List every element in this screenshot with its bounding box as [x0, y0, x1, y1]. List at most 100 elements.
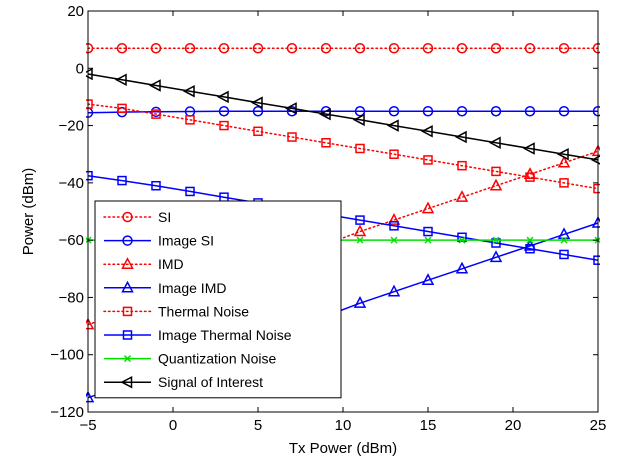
series-si: [86, 42, 600, 54]
legend-marker: [121, 257, 134, 269]
data-point: [184, 42, 196, 54]
data-point: [490, 42, 502, 54]
data-point: [389, 149, 399, 159]
data-point: [590, 155, 600, 165]
data-point: [387, 212, 401, 225]
data-point: [219, 120, 229, 131]
data-point: [355, 143, 365, 154]
series-line: [87, 103, 599, 190]
series-line: [87, 73, 599, 161]
data-point: [421, 273, 435, 285]
data-point: [488, 136, 501, 149]
data-point: [422, 106, 434, 117]
x-tick-label: 5: [254, 417, 262, 434]
data-point: [490, 106, 502, 117]
legend-marker: [122, 330, 133, 340]
data-point: [525, 243, 535, 254]
y-tick-label: −60: [59, 232, 84, 249]
data-point: [148, 79, 161, 92]
data-point: [185, 115, 195, 125]
data-point: [491, 238, 501, 248]
data-point: [354, 42, 366, 54]
x-tick-label: 10: [335, 417, 352, 434]
data-point: [320, 42, 332, 54]
data-point: [253, 126, 263, 137]
legend-box: [94, 200, 342, 399]
x-tick-label: 15: [420, 417, 437, 434]
data-point: [457, 160, 467, 171]
legend-marker: [122, 235, 133, 246]
y-tick-label: −20: [59, 118, 84, 135]
data-point: [557, 155, 571, 168]
data-point: [386, 119, 399, 132]
data-point: [559, 249, 569, 260]
legend-marker: [120, 375, 133, 389]
data-point: [321, 138, 331, 148]
data-point: [286, 42, 298, 54]
data-point: [388, 42, 400, 54]
data-point: [556, 147, 569, 161]
data-point: [287, 132, 297, 142]
series-signal-of-interest: [86, 67, 600, 165]
series-line: [87, 174, 599, 261]
data-point: [182, 84, 195, 98]
data-point: [522, 142, 535, 155]
y-tick-label: −80: [59, 289, 84, 306]
data-point: [252, 42, 264, 54]
data-point: [353, 224, 367, 237]
legend-label: IMD: [158, 256, 184, 272]
legend-label: Image Thermal Noise: [158, 327, 292, 343]
x-tick-label: 25: [590, 417, 607, 434]
data-point: [117, 103, 127, 114]
legend-label: Signal of Interest: [158, 374, 263, 390]
data-point: [455, 190, 469, 202]
data-point: [355, 215, 365, 225]
legend-marker: [123, 355, 132, 363]
data-point: [388, 106, 400, 117]
legend-label: Quantization Noise: [158, 351, 277, 367]
data-point: [525, 172, 535, 182]
data-point: [422, 42, 434, 54]
data-point: [86, 67, 93, 81]
data-point: [558, 42, 570, 54]
data-point: [524, 42, 536, 54]
data-point: [492, 236, 500, 244]
x-tick-label: −5: [79, 417, 96, 434]
data-point: [421, 201, 435, 214]
data-point: [557, 227, 571, 240]
legend-label: Image SI: [158, 233, 214, 249]
legend: SI Image SI IMD Image IMD Thermal Noise Image…: [94, 200, 342, 399]
data-point: [456, 42, 468, 54]
data-point: [252, 106, 264, 117]
y-tick-label: −40: [59, 175, 84, 192]
data-point: [560, 236, 568, 244]
data-point: [558, 106, 570, 117]
y-tick-label: 20: [67, 3, 84, 20]
data-point: [424, 236, 432, 244]
data-point: [559, 178, 569, 188]
data-point: [151, 109, 161, 119]
data-point: [356, 236, 364, 244]
y-tick-label: 0: [76, 60, 84, 77]
legend-label: SI: [158, 209, 171, 225]
data-point: [456, 106, 468, 117]
legend-label: Image IMD: [158, 280, 226, 296]
data-point: [117, 175, 127, 186]
series-image-si: [86, 106, 600, 118]
data-point: [420, 125, 433, 138]
data-point: [114, 73, 127, 86]
y-tick-label: −120: [50, 404, 84, 421]
data-point: [150, 42, 162, 54]
data-point: [387, 284, 401, 297]
legend-marker: [122, 211, 133, 223]
y-axis-label: Power (dBm): [20, 168, 37, 256]
data-point: [185, 186, 195, 197]
data-point: [318, 107, 331, 121]
data-point: [389, 221, 399, 231]
data-point: [489, 178, 503, 191]
data-point: [491, 166, 501, 177]
series-line: [87, 110, 598, 114]
data-point: [218, 106, 230, 117]
data-point: [423, 226, 433, 237]
ticks-layer: −5 0 5 10 15 20 25 −120 −100 −80 −60 −40 −20 0 20: [50, 3, 606, 434]
